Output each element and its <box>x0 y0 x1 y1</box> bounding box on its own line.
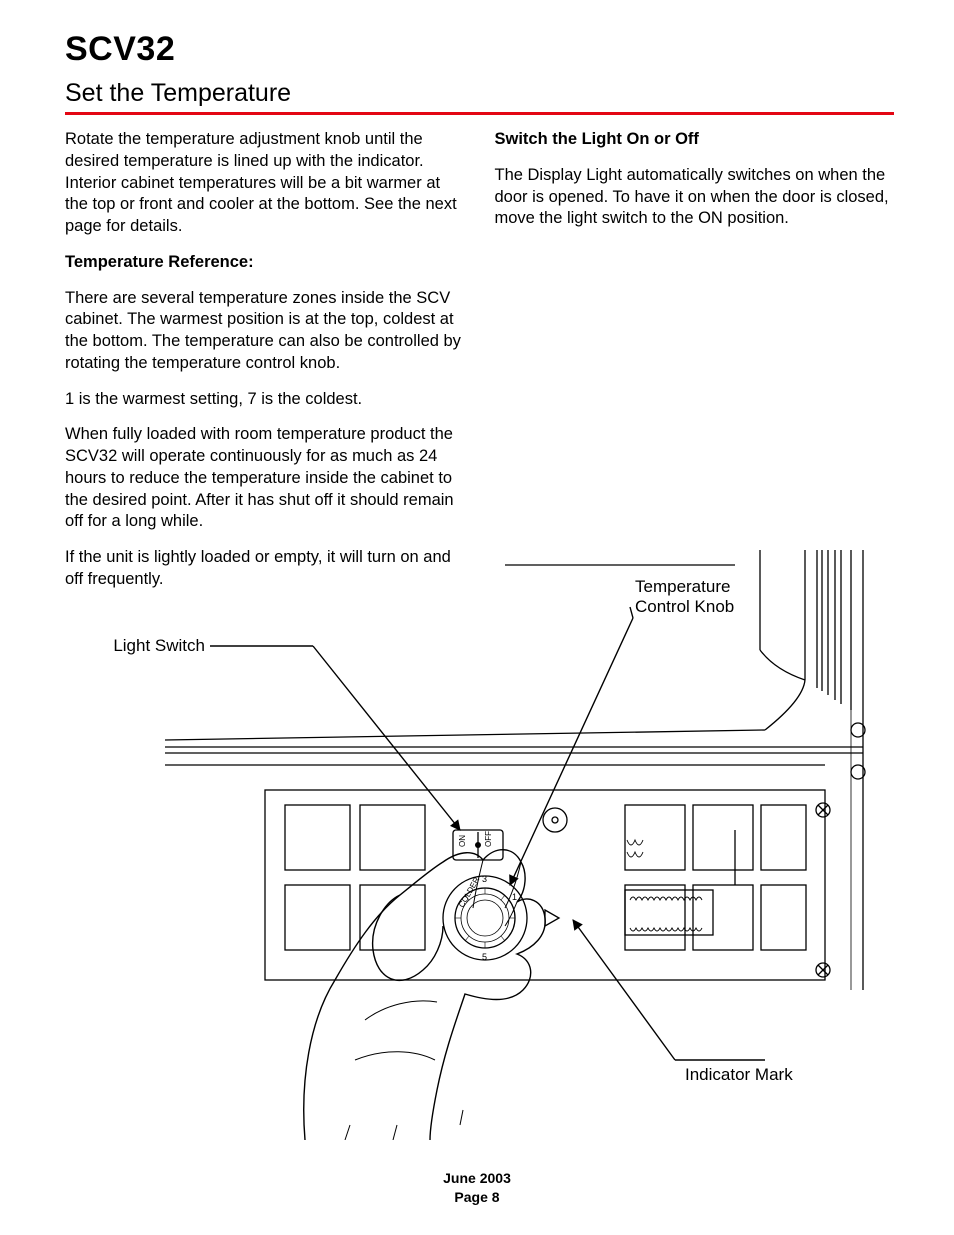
knob-num: 1 <box>512 892 517 902</box>
label-temp-knob-l1: Temperature <box>635 577 730 596</box>
temperature-knob <box>443 876 527 960</box>
paragraph: 1 is the warmest setting, 7 is the colde… <box>65 389 465 411</box>
page-footer: June 2003 Page 8 <box>0 1169 954 1207</box>
label-indicator: Indicator Mark <box>685 1065 793 1084</box>
control-panel <box>265 790 830 980</box>
label-temp-knob-l2: Control Knob <box>635 597 734 616</box>
knob-colder-text: COLDER <box>457 875 482 909</box>
diagram: Light Switch Temperature Control Knob In… <box>65 550 894 1140</box>
paragraph-heading: Switch the Light On or Off <box>495 129 895 151</box>
switch-on-text: ON <box>458 835 467 847</box>
footer-date: June 2003 <box>0 1169 954 1188</box>
right-column: Switch the Light On or Off The Display L… <box>495 129 895 605</box>
section-title: Set the Temperature <box>65 79 894 115</box>
paragraph: Rotate the temperature adjustment knob u… <box>65 129 465 238</box>
knob-num: 3 <box>482 874 487 884</box>
screw-icon <box>816 963 830 977</box>
model-number: SCV32 <box>65 30 894 69</box>
footer-page: Page 8 <box>0 1188 954 1207</box>
screw-icon <box>816 803 830 817</box>
switch-off-text: OFF <box>484 831 493 847</box>
diagram-svg: Light Switch Temperature Control Knob In… <box>65 550 894 1140</box>
paragraph: The Display Light automatically switches… <box>495 165 895 230</box>
cabinet-top-corner <box>165 550 863 765</box>
paragraph: When fully loaded with room temperature … <box>65 424 465 533</box>
left-column: Rotate the temperature adjustment knob u… <box>65 129 465 605</box>
label-light-switch: Light Switch <box>113 636 205 655</box>
indicator-triangle <box>545 910 559 926</box>
paragraph-heading: Temperature Reference: <box>65 252 465 274</box>
body-columns: Rotate the temperature adjustment knob u… <box>65 129 894 605</box>
knob-num: 5 <box>482 952 487 962</box>
paragraph: There are several temperature zones insi… <box>65 288 465 375</box>
